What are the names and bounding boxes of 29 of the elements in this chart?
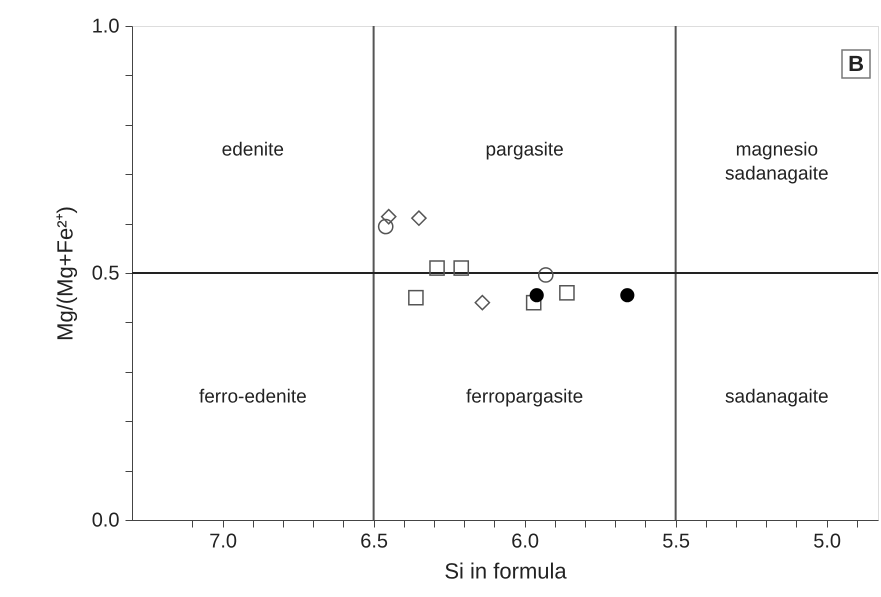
point (380, 208, 397, 225)
annotation: ferro-edenite (198, 386, 307, 408)
point (620, 288, 634, 302)
y-tick-label: 0.5 (92, 262, 120, 284)
point (474, 294, 490, 310)
annotation: pargasite (486, 140, 564, 160)
point (559, 284, 575, 301)
y-tick-label: 1.0 (92, 16, 120, 38)
point (530, 288, 544, 302)
annotation: magnesio sadanagaite (725, 140, 829, 184)
x-tick-label: 5.5 (662, 530, 690, 552)
x-tick-label: 6.0 (511, 530, 540, 552)
annotation: B (848, 51, 864, 76)
point (453, 260, 470, 276)
x-axis-title: Si in formula (444, 558, 568, 584)
annotation: sadanagaite (725, 386, 829, 408)
point (411, 210, 427, 226)
point (538, 267, 554, 283)
x-tick-label: 6.5 (360, 530, 388, 552)
point (408, 290, 424, 306)
x-tick-label: 5.0 (813, 530, 842, 552)
annotation: edenite (222, 140, 284, 160)
annotation: ferropargasite (466, 386, 584, 408)
point (429, 260, 445, 276)
point (378, 218, 394, 234)
x-tick-label: 7.0 (209, 530, 238, 552)
point (526, 294, 542, 310)
y-axis-title: Mg/(Mg+Fe²⁺) (52, 206, 78, 341)
y-tick-label: 0.0 (92, 510, 120, 532)
